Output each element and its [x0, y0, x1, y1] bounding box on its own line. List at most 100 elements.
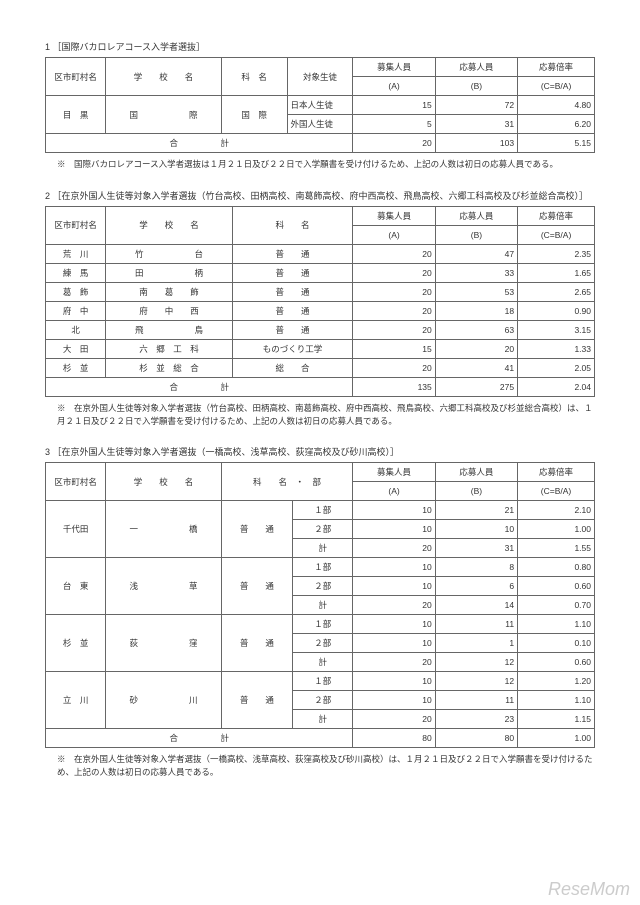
cell-a: 20	[353, 539, 435, 558]
cell-c: 2.05	[518, 358, 595, 377]
cell-a: 5	[353, 115, 435, 134]
section-2-note: ※ 在京外国人生徒等対象入学者選抜（竹台高校、田柄高校、南葛飾高校、府中西高校、…	[57, 402, 595, 428]
cell-school: 竹 台	[106, 244, 232, 263]
section-3-note: ※ 在京外国人生徒等対象入学者選抜（一橋高校、浅草高校、荻窪高校及び砂川高校）は…	[57, 753, 595, 779]
col-type: 対象生徒	[287, 58, 353, 96]
cell-ward: 練 馬	[46, 263, 106, 282]
table-row: 練 馬田 柄普 通20331.65	[46, 263, 595, 282]
cell-dept: 普 通	[221, 672, 292, 729]
cell-c: 1.55	[518, 539, 595, 558]
table-row: 杉 並杉 並 総 合総 合20412.05	[46, 358, 595, 377]
cell-c: 2.10	[518, 501, 595, 520]
col-school: 学 校 名	[106, 58, 221, 96]
cell-b: 33	[435, 263, 517, 282]
section-3: 3 ［在京外国人生徒等対象入学者選抜（一橋高校、浅草高校、荻窪高校及び砂川高校）…	[45, 445, 595, 779]
cell-school: 砂 川	[106, 672, 221, 729]
cell-b: 20	[435, 339, 517, 358]
cell-b: 47	[435, 244, 517, 263]
cell-bu: ２部	[293, 691, 353, 710]
table-header-row: 区市町村名 学 校 名 科 名 対象生徒 募集人員 応募人員 応募倍率	[46, 58, 595, 77]
table-3: 区市町村名 学 校 名 科 名 ・ 部 募集人員 応募人員 応募倍率 (A) (…	[45, 462, 595, 748]
table-2: 区市町村名 学 校 名 科 名 募集人員 応募人員 応募倍率 (A) (B) (…	[45, 206, 595, 397]
col-rate: 応募倍率	[518, 463, 595, 482]
cell-bu: １部	[293, 558, 353, 577]
cell-c: 6.20	[518, 115, 595, 134]
cell-c: 0.90	[518, 301, 595, 320]
section-1-title: 1 ［国際バカロレアコース入学者選抜］	[45, 40, 595, 53]
cell-b: 12	[435, 672, 517, 691]
cell-a: 10	[353, 558, 435, 577]
cell-c: 2.65	[518, 282, 595, 301]
cell-school: 荻 窪	[106, 615, 221, 672]
cell-ward: 葛 飾	[46, 282, 106, 301]
total-c: 5.15	[518, 134, 595, 153]
cell-c: 2.35	[518, 244, 595, 263]
cell-type: 外国人生徒	[287, 115, 353, 134]
total-c: 1.00	[518, 729, 595, 748]
cell-b: 72	[435, 96, 517, 115]
cell-a: 10	[353, 634, 435, 653]
col-oubo: 応募人員	[435, 58, 517, 77]
table-total-row: 合 計 80 80 1.00	[46, 729, 595, 748]
cell-ward: 荒 川	[46, 244, 106, 263]
table-row: 荒 川竹 台普 通20472.35	[46, 244, 595, 263]
col-ward: 区市町村名	[46, 463, 106, 501]
table-row: 大 田六 郷 工 科ものづくり工学15201.33	[46, 339, 595, 358]
total-b: 103	[435, 134, 517, 153]
col-dept: 科 名 ・ 部	[221, 463, 353, 501]
cell-school: 田 柄	[106, 263, 232, 282]
cell-ward: 北	[46, 320, 106, 339]
col-boshu: 募集人員	[353, 463, 435, 482]
cell-bu: ２部	[293, 577, 353, 596]
table-row: 杉 並荻 窪普 通１部10111.10	[46, 615, 595, 634]
cell-b: 14	[435, 596, 517, 615]
cell-ward: 千代田	[46, 501, 106, 558]
cell-bu: 計	[293, 710, 353, 729]
cell-a: 20	[353, 301, 435, 320]
cell-b: 11	[435, 615, 517, 634]
cell-dept: 普 通	[232, 263, 353, 282]
col-ward: 区市町村名	[46, 206, 106, 244]
cell-a: 20	[353, 320, 435, 339]
cell-school: 浅 草	[106, 558, 221, 615]
cell-dept: 普 通	[221, 615, 292, 672]
cell-c: 0.80	[518, 558, 595, 577]
section-1: 1 ［国際バカロレアコース入学者選抜］ 区市町村名 学 校 名 科 名 対象生徒…	[45, 40, 595, 171]
cell-school: 南 葛 飾	[106, 282, 232, 301]
cell-b: 31	[435, 539, 517, 558]
cell-a: 20	[353, 710, 435, 729]
cell-ward: 杉 並	[46, 615, 106, 672]
cell-bu: 計	[293, 596, 353, 615]
cell-bu: ２部	[293, 634, 353, 653]
cell-b: 41	[435, 358, 517, 377]
cell-ward: 立 川	[46, 672, 106, 729]
cell-a: 10	[353, 691, 435, 710]
cell-c: 0.70	[518, 596, 595, 615]
cell-dept: 普 通	[232, 244, 353, 263]
table-row: 葛 飾南 葛 飾普 通20532.65	[46, 282, 595, 301]
cell-b: 63	[435, 320, 517, 339]
watermark: ReseMom	[548, 879, 630, 900]
cell-ward: 台 東	[46, 558, 106, 615]
cell-c: 1.00	[518, 520, 595, 539]
cell-bu: 計	[293, 539, 353, 558]
col-dept: 科 名	[232, 206, 353, 244]
col-rate: 応募倍率	[518, 58, 595, 77]
total-label: 合 計	[46, 729, 353, 748]
cell-dept: 普 通	[221, 501, 292, 558]
col-school: 学 校 名	[106, 206, 232, 244]
col-oubo: 応募人員	[435, 463, 517, 482]
cell-bu: １部	[293, 501, 353, 520]
total-b: 275	[435, 377, 517, 396]
cell-a: 20	[353, 596, 435, 615]
table-row: 立 川砂 川普 通１部10121.20	[46, 672, 595, 691]
cell-dept: 普 通	[232, 320, 353, 339]
cell-a: 20	[353, 653, 435, 672]
cell-dept: 普 通	[232, 301, 353, 320]
cell-b: 1	[435, 634, 517, 653]
cell-ward: 杉 並	[46, 358, 106, 377]
cell-c: 0.60	[518, 577, 595, 596]
cell-a: 20	[353, 263, 435, 282]
cell-c: 1.10	[518, 615, 595, 634]
total-a: 20	[353, 134, 435, 153]
